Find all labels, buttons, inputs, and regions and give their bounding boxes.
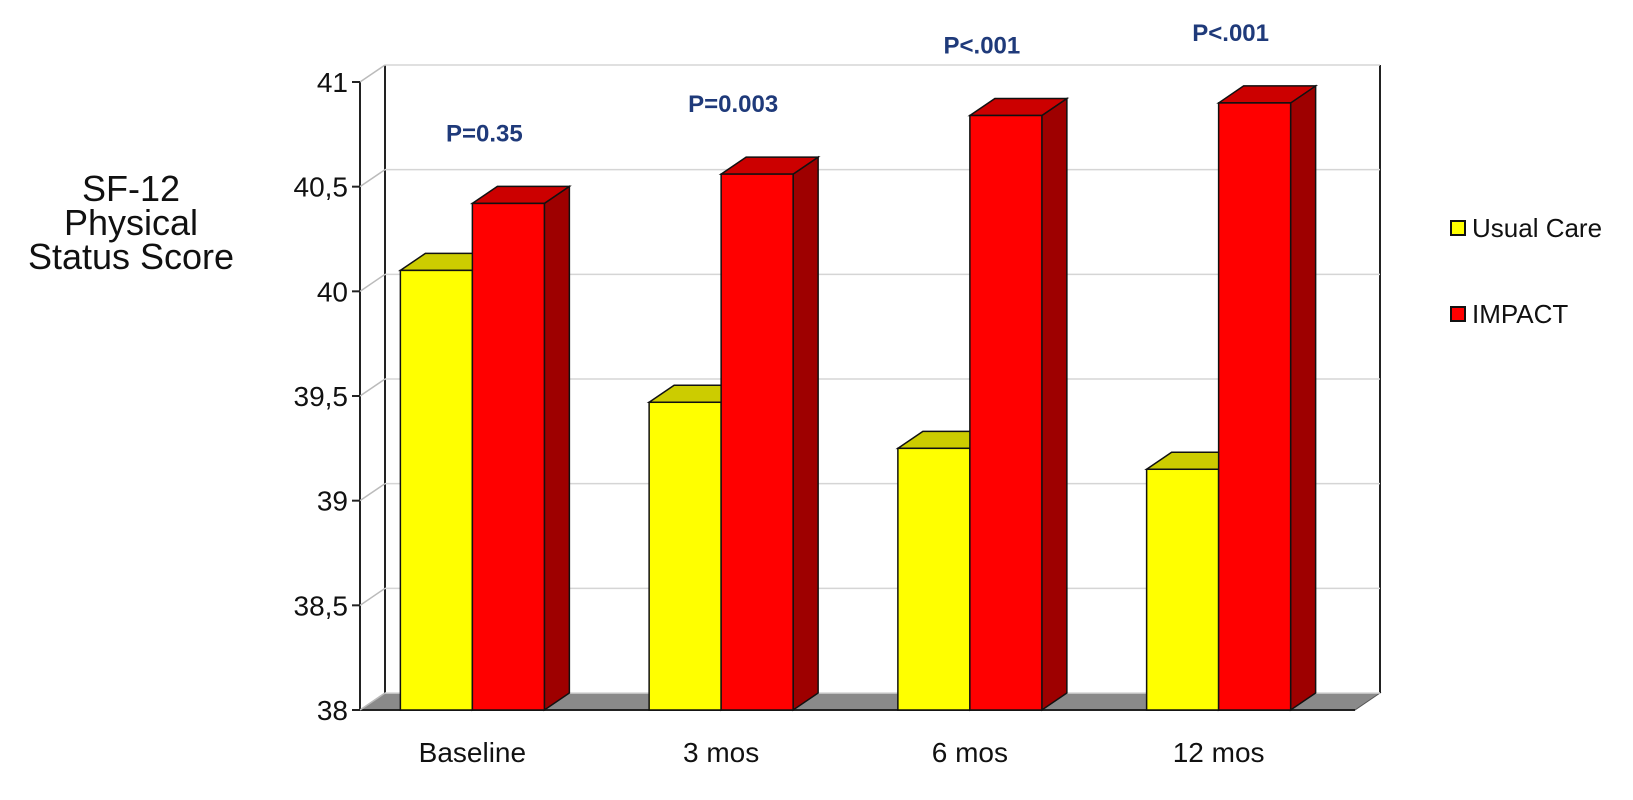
p-value-label: P<.001 bbox=[1192, 20, 1269, 47]
gridline-diagonal bbox=[359, 64, 386, 83]
gridline-diagonal bbox=[359, 169, 386, 188]
bar-front bbox=[471, 202, 546, 711]
x-tick-label: 12 mos bbox=[1173, 737, 1265, 768]
bar-impact-baseline bbox=[469, 184, 572, 712]
bar-front bbox=[1217, 102, 1292, 711]
y-tick-label: 38 bbox=[317, 695, 348, 726]
p-value-annotations: P=0.35 P=0.003 P<.001 P<.001 bbox=[446, 20, 1269, 147]
y-tick-label: 39 bbox=[317, 486, 348, 517]
y-tick-label: 40,5 bbox=[294, 172, 349, 203]
y-axis-label: SF-12 Physical Status Score bbox=[0, 168, 262, 277]
p-value-label: P<.001 bbox=[944, 32, 1021, 59]
y-tick-label: 38,5 bbox=[294, 590, 349, 621]
bar-impact-12-mos bbox=[1216, 84, 1319, 712]
legend-swatch-impact bbox=[1450, 306, 1466, 322]
y-tick-label: 39,5 bbox=[294, 381, 349, 412]
bar-impact-6-mos bbox=[967, 97, 1070, 712]
gridline-diagonal bbox=[359, 692, 386, 711]
gridline-diagonal bbox=[359, 273, 386, 292]
y-axis-label-line-1: SF-12 bbox=[81, 168, 181, 209]
gridline-diagonal bbox=[359, 587, 386, 606]
p-value-label: P=0.35 bbox=[446, 120, 523, 147]
legend-label-impact: IMPACT bbox=[1472, 298, 1569, 329]
x-tick-label: 6 mos bbox=[932, 737, 1008, 768]
gridline-diagonal bbox=[359, 378, 386, 397]
y-tick-label: 40 bbox=[317, 276, 348, 307]
bar-side bbox=[1041, 97, 1068, 712]
x-tick-label: 3 mos bbox=[683, 737, 759, 768]
bar-side bbox=[543, 184, 571, 712]
legend-item-impact: IMPACT bbox=[1450, 296, 1602, 332]
x-tick-label: Baseline bbox=[419, 737, 526, 768]
bar-front bbox=[1145, 468, 1220, 711]
bar-side bbox=[1289, 84, 1317, 712]
y-axis-label-line-2: Physical bbox=[63, 202, 199, 243]
bar-side bbox=[792, 155, 819, 712]
y-tick-label: 41 bbox=[317, 67, 348, 98]
y-axis-ticks: 38 38,5 39 39,5 40 40,5 41 bbox=[294, 67, 360, 726]
y-axis-label-line-3: Status Score bbox=[27, 236, 235, 277]
legend-item-usual-care: Usual Care bbox=[1450, 210, 1602, 246]
bars bbox=[397, 84, 1319, 712]
bar-front bbox=[969, 114, 1043, 711]
x-axis-categories: Baseline 3 mos 6 mos 12 mos bbox=[419, 737, 1265, 768]
bar-front bbox=[897, 447, 971, 711]
bar-front bbox=[648, 401, 722, 711]
bar-impact-3-mos bbox=[718, 155, 821, 712]
p-value-label: P=0.003 bbox=[688, 91, 778, 118]
legend-swatch-usual-care bbox=[1450, 220, 1466, 236]
bar-front bbox=[720, 173, 794, 711]
gridline-diagonal bbox=[359, 483, 386, 502]
bar-front bbox=[399, 269, 474, 711]
legend-label-usual-care: Usual Care bbox=[1472, 212, 1603, 243]
legend: Usual Care IMPACT bbox=[1450, 210, 1602, 382]
